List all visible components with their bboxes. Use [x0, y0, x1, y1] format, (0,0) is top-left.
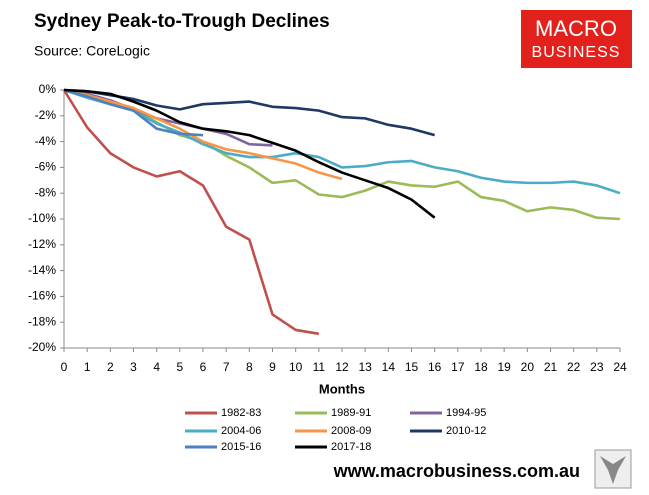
y-tick-label: -8% — [35, 185, 57, 199]
y-tick-label: -16% — [28, 289, 56, 303]
series-line — [63, 88, 204, 137]
x-tick-label: 24 — [613, 360, 627, 374]
x-tick-label: 11 — [313, 360, 326, 374]
legend-label: 2015-16 — [221, 441, 261, 453]
x-tick-label: 23 — [590, 360, 604, 374]
chart-title: Sydney Peak-to-Trough Declines — [34, 11, 330, 32]
legend-label: 2008-09 — [331, 425, 371, 437]
y-tick-label: -12% — [28, 237, 56, 251]
x-tick-label: 6 — [200, 360, 207, 374]
x-tick-label: 20 — [521, 360, 535, 374]
x-tick-label: 21 — [544, 360, 558, 374]
legend-label: 2010-12 — [446, 425, 486, 437]
y-tick-label: -10% — [28, 211, 56, 225]
x-tick-label: 18 — [474, 360, 488, 374]
x-tick-label: 19 — [497, 360, 511, 374]
logo-box — [521, 10, 632, 68]
x-tick-label: 12 — [335, 360, 349, 374]
x-tick-label: 0 — [61, 360, 68, 374]
x-tick-label: 7 — [223, 360, 230, 374]
y-tick-label: 0% — [39, 82, 57, 96]
legend-label: 1982-83 — [221, 407, 261, 419]
x-tick-label: 4 — [153, 360, 160, 374]
logo-text: MACRO — [535, 16, 617, 41]
legend-label: 2017-18 — [331, 441, 371, 453]
y-tick-label: -6% — [35, 160, 57, 174]
x-tick-label: 5 — [176, 360, 183, 374]
series-line — [63, 88, 621, 195]
y-tick-label: -14% — [28, 263, 56, 277]
x-tick-label: 13 — [358, 360, 372, 374]
legend-label: 1994-95 — [446, 407, 486, 419]
x-tick-label: 22 — [567, 360, 581, 374]
legend-label: 1989-91 — [331, 407, 371, 419]
footer: www.macrobusiness.com.au — [333, 461, 580, 481]
x-tick-label: 2 — [107, 360, 114, 374]
x-axis-label: Months — [319, 381, 365, 396]
chart-subtitle: Source: CoreLogic — [34, 43, 150, 59]
fox-icon — [594, 449, 632, 489]
logo-text: BUSINESS — [532, 44, 621, 61]
x-tick-label: 16 — [428, 360, 442, 374]
x-tick-label: 8 — [246, 360, 253, 374]
y-tick-label: -4% — [35, 134, 57, 148]
series-line — [63, 88, 621, 221]
y-tick-label: -20% — [28, 340, 56, 354]
y-tick-label: -2% — [35, 108, 57, 122]
x-tick-label: 1 — [84, 360, 91, 374]
x-tick-label: 14 — [382, 360, 396, 374]
x-tick-label: 10 — [289, 360, 303, 374]
x-tick-label: 15 — [405, 360, 419, 374]
series-line — [63, 88, 343, 181]
y-tick-label: -18% — [28, 314, 56, 328]
x-tick-label: 9 — [269, 360, 276, 374]
series-line — [62, 89, 320, 336]
series-line — [63, 88, 436, 219]
x-tick-label: 3 — [130, 360, 137, 374]
legend-label: 2004-06 — [221, 425, 261, 437]
x-tick-label: 17 — [451, 360, 465, 374]
